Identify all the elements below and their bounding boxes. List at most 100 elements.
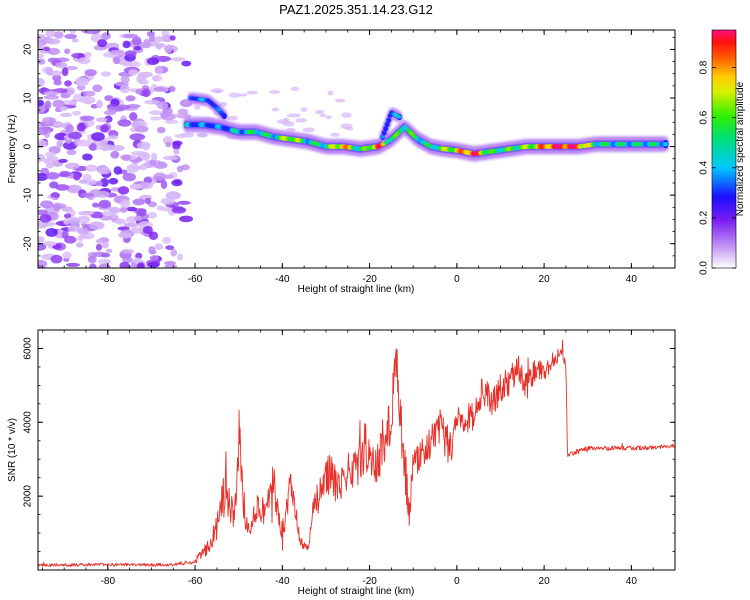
noise-blob — [164, 44, 173, 54]
noise-blob — [82, 173, 92, 181]
noise-blob — [89, 263, 97, 268]
noise-blob — [76, 122, 86, 132]
noise-blob — [58, 106, 69, 111]
noise-blob — [54, 31, 64, 39]
noise-blob — [100, 71, 112, 77]
noise-blob — [84, 69, 97, 77]
noise-blob — [121, 154, 131, 161]
noise-blob — [136, 208, 147, 217]
noise-blob — [107, 135, 119, 140]
noise-blob — [172, 141, 181, 150]
noise-blob — [164, 264, 178, 268]
noise-blob — [38, 104, 46, 114]
faint-blob — [286, 127, 296, 132]
noise-blob — [139, 163, 148, 171]
noise-blob — [50, 122, 64, 127]
noise-blob — [64, 33, 78, 39]
noise-blob — [38, 209, 48, 216]
faint-blob — [300, 107, 308, 113]
noise-blob — [95, 117, 108, 123]
noise-blob — [64, 80, 72, 87]
noise-blob — [165, 191, 181, 200]
track-core — [385, 122, 390, 126]
noise-blob — [61, 67, 69, 77]
noise-blob — [161, 34, 174, 43]
noise-blob — [120, 199, 131, 208]
noise-blob — [65, 162, 80, 170]
spectrogram-x-label: Height of straight line (km) — [298, 284, 415, 295]
faint-blob — [334, 98, 346, 103]
noise-blob — [117, 119, 132, 127]
faint-blob — [286, 113, 301, 118]
noise-blob — [149, 255, 159, 261]
faint-blob — [319, 113, 327, 118]
noise-blob — [144, 197, 152, 205]
noise-blob — [119, 85, 131, 93]
snr-y-tick-label: 6000 — [23, 337, 34, 360]
faint-blob — [290, 86, 300, 91]
noise-blob — [126, 206, 138, 212]
noise-blob — [177, 200, 191, 205]
noise-blob — [49, 181, 59, 189]
snr-x-tick-label: -40 — [275, 576, 290, 587]
noise-blob — [131, 36, 142, 46]
noise-blob — [76, 227, 90, 235]
noise-blob — [125, 95, 136, 102]
noise-blob — [62, 141, 78, 150]
faint-blob — [327, 90, 334, 96]
colorbar-tick-label: 0.2 — [699, 211, 710, 225]
noise-blob — [133, 215, 143, 221]
faint-blob — [246, 90, 258, 95]
noise-blob — [151, 152, 158, 162]
snr-y-tick-label: 2000 — [23, 485, 34, 508]
noise-blob — [50, 192, 61, 198]
noise-blob — [60, 112, 73, 118]
snr-series — [38, 339, 675, 568]
noise-blob — [122, 33, 139, 39]
noise-blob — [47, 57, 59, 63]
noise-blob — [160, 207, 175, 212]
noise-blob — [42, 116, 55, 125]
noise-blob — [170, 248, 178, 257]
noise-blob — [110, 49, 125, 55]
spectrogram-y-tick-label: 20 — [23, 43, 34, 55]
noise-blob — [153, 86, 166, 92]
noise-blob — [65, 124, 74, 133]
colorbar-gradient — [711, 29, 737, 269]
spectrogram-panel: -80 -60 -40 -20 0 20 40 -20 -10 0 10 20 Height of s… — [7, 29, 676, 295]
noise-blob — [147, 261, 160, 268]
noise-blob — [164, 261, 177, 266]
noise-blob — [94, 190, 110, 198]
noise-blob — [181, 60, 192, 67]
noise-blob — [140, 41, 152, 49]
spectrogram-x-tick-label: -40 — [275, 274, 290, 285]
noise-blob — [122, 172, 136, 182]
noise-blob — [72, 110, 81, 116]
noise-blob — [122, 40, 131, 49]
noise-blob — [95, 238, 103, 244]
noise-blob — [162, 107, 173, 115]
noise-blob — [173, 148, 180, 155]
noise-blob — [63, 218, 70, 225]
faint-blob — [314, 109, 325, 114]
noise-blob — [141, 88, 151, 98]
spectrogram-ticks: -80 -60 -40 -20 0 20 40 -20 -10 0 10 20 — [23, 30, 676, 285]
noise-blob — [79, 115, 95, 121]
noise-blob — [58, 158, 68, 163]
noise-blob — [165, 245, 175, 250]
noise-blob — [105, 248, 113, 254]
noise-blob — [73, 172, 81, 181]
spectrogram-x-tick-label: -20 — [362, 274, 377, 285]
track-core — [397, 115, 402, 119]
noise-blob — [82, 90, 96, 97]
spectrogram-x-tick-label: 40 — [626, 274, 638, 285]
noise-blob — [114, 218, 127, 225]
noise-blob — [169, 35, 176, 41]
noise-blob — [153, 172, 167, 181]
noise-blob — [80, 192, 95, 198]
snr-x-tick-label: -20 — [362, 576, 377, 587]
noise-blob — [84, 51, 92, 58]
noise-blob — [38, 242, 47, 251]
noise-blob — [170, 57, 186, 62]
noise-blob — [77, 57, 91, 65]
